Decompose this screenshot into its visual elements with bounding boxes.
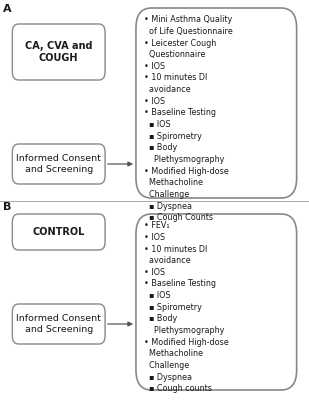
FancyBboxPatch shape xyxy=(12,144,105,184)
Text: CONTROL: CONTROL xyxy=(32,227,85,237)
FancyBboxPatch shape xyxy=(12,304,105,344)
FancyBboxPatch shape xyxy=(12,24,105,80)
Text: Informed Consent
and Screening: Informed Consent and Screening xyxy=(16,154,101,174)
Text: Informed Consent
and Screening: Informed Consent and Screening xyxy=(16,314,101,334)
Text: A: A xyxy=(3,4,12,14)
Text: • FEV₁
• IOS
• 10 minutes DI
  avoidance
• IOS
• Baseline Testing
  ▪ IOS
  ▪ Sp: • FEV₁ • IOS • 10 minutes DI avoidance •… xyxy=(144,221,228,394)
Text: B: B xyxy=(3,202,11,212)
Text: CA, CVA and
COUGH: CA, CVA and COUGH xyxy=(25,41,92,63)
FancyBboxPatch shape xyxy=(12,214,105,250)
FancyBboxPatch shape xyxy=(136,214,297,390)
FancyBboxPatch shape xyxy=(136,8,297,198)
Text: • Mini Asthma Quality
  of Life Questionnaire
• Leicester Cough
  Questionnaire
: • Mini Asthma Quality of Life Questionna… xyxy=(144,15,232,222)
